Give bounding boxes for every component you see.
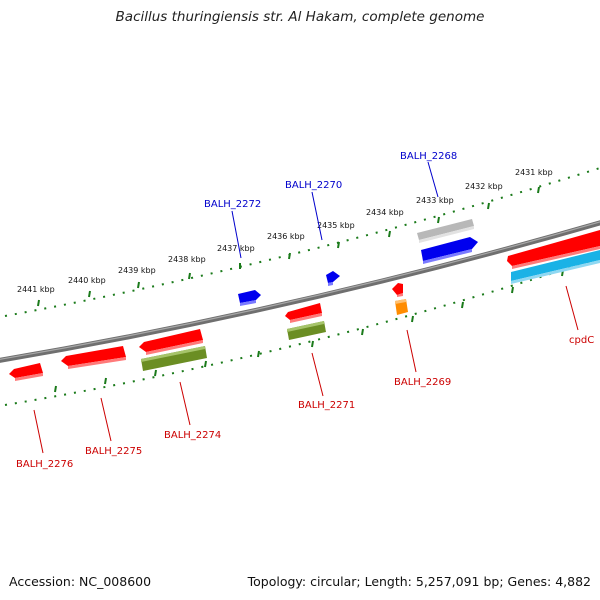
gene-balh-2276-red[interactable] xyxy=(9,363,43,381)
leader-balh-2276 xyxy=(33,409,44,454)
leader-balh-2269 xyxy=(406,329,417,373)
gene-balh-2271-red[interactable] xyxy=(285,303,322,323)
leader-balh-2271 xyxy=(311,352,324,397)
leader-balh-2268 xyxy=(427,161,439,198)
inner-major-ticks xyxy=(54,269,564,393)
gene-balh-2275-red[interactable] xyxy=(61,346,126,369)
gene-label-balh-2276: BALH_2276 xyxy=(16,459,73,470)
gene-cpdc-red[interactable] xyxy=(507,230,600,269)
tick-label-2435: 2435 kbp xyxy=(317,221,355,230)
gene-label-cpdc: cpdC xyxy=(569,335,594,346)
tick-label-2440: 2440 kbp xyxy=(68,276,106,285)
leader-cpdc xyxy=(565,285,579,331)
gene-cpdc-cyan[interactable] xyxy=(511,250,600,284)
tick-label-2433: 2433 kbp xyxy=(416,196,454,205)
leader-balh-2270 xyxy=(311,191,323,241)
gene-balh-2269-red[interactable] xyxy=(392,283,403,297)
tick-label-2432: 2432 kbp xyxy=(465,182,503,191)
leader-balh-2274 xyxy=(179,381,191,426)
gene-label-balh-2270: BALH_2270 xyxy=(285,180,342,191)
gene-label-balh-2272: BALH_2272 xyxy=(204,199,261,210)
tick-label-2431: 2431 kbp xyxy=(515,168,553,177)
leader-balh-2275 xyxy=(100,397,112,442)
gene-label-balh-2269: BALH_2269 xyxy=(394,377,451,388)
tick-label-2439: 2439 kbp xyxy=(118,266,156,275)
genome-backbone xyxy=(0,220,600,363)
outer-major-ticks xyxy=(37,186,540,307)
genome-summary: Topology: circular; Length: 5,257,091 bp… xyxy=(247,574,591,589)
leader-balh-2272 xyxy=(231,210,242,259)
gene-balh-2270-arrow[interactable] xyxy=(326,271,340,286)
gene-balh-2269-orange[interactable] xyxy=(395,299,408,315)
gene-label-balh-2274: BALH_2274 xyxy=(164,430,221,441)
gene-label-balh-2271: BALH_2271 xyxy=(298,400,355,411)
accession-label: Accession: NC_008600 xyxy=(9,574,152,589)
tick-label-2437: 2437 kbp xyxy=(217,244,255,253)
gene-balh-2271-olive[interactable] xyxy=(287,321,326,340)
gene-label-balh-2268: BALH_2268 xyxy=(400,151,457,162)
gene-balh-2274-red[interactable] xyxy=(139,329,203,355)
gene-balh-2268-arrow[interactable] xyxy=(421,237,478,264)
tick-label-2434: 2434 kbp xyxy=(366,208,404,217)
genome-backbone-highlight xyxy=(0,221,600,360)
gene-label-balh-2275: BALH_2275 xyxy=(85,446,142,457)
gene-balh-2272-arrow[interactable] xyxy=(238,290,261,306)
gene-gray-outer[interactable] xyxy=(417,219,474,243)
tick-label-2438: 2438 kbp xyxy=(168,255,206,264)
tick-label-2441: 2441 kbp xyxy=(17,285,55,294)
tick-label-2436: 2436 kbp xyxy=(267,232,305,241)
map-title: Bacillus thuringiensis str. Al Hakam, co… xyxy=(115,9,485,25)
gene-balh-2274-olive[interactable] xyxy=(141,346,207,371)
